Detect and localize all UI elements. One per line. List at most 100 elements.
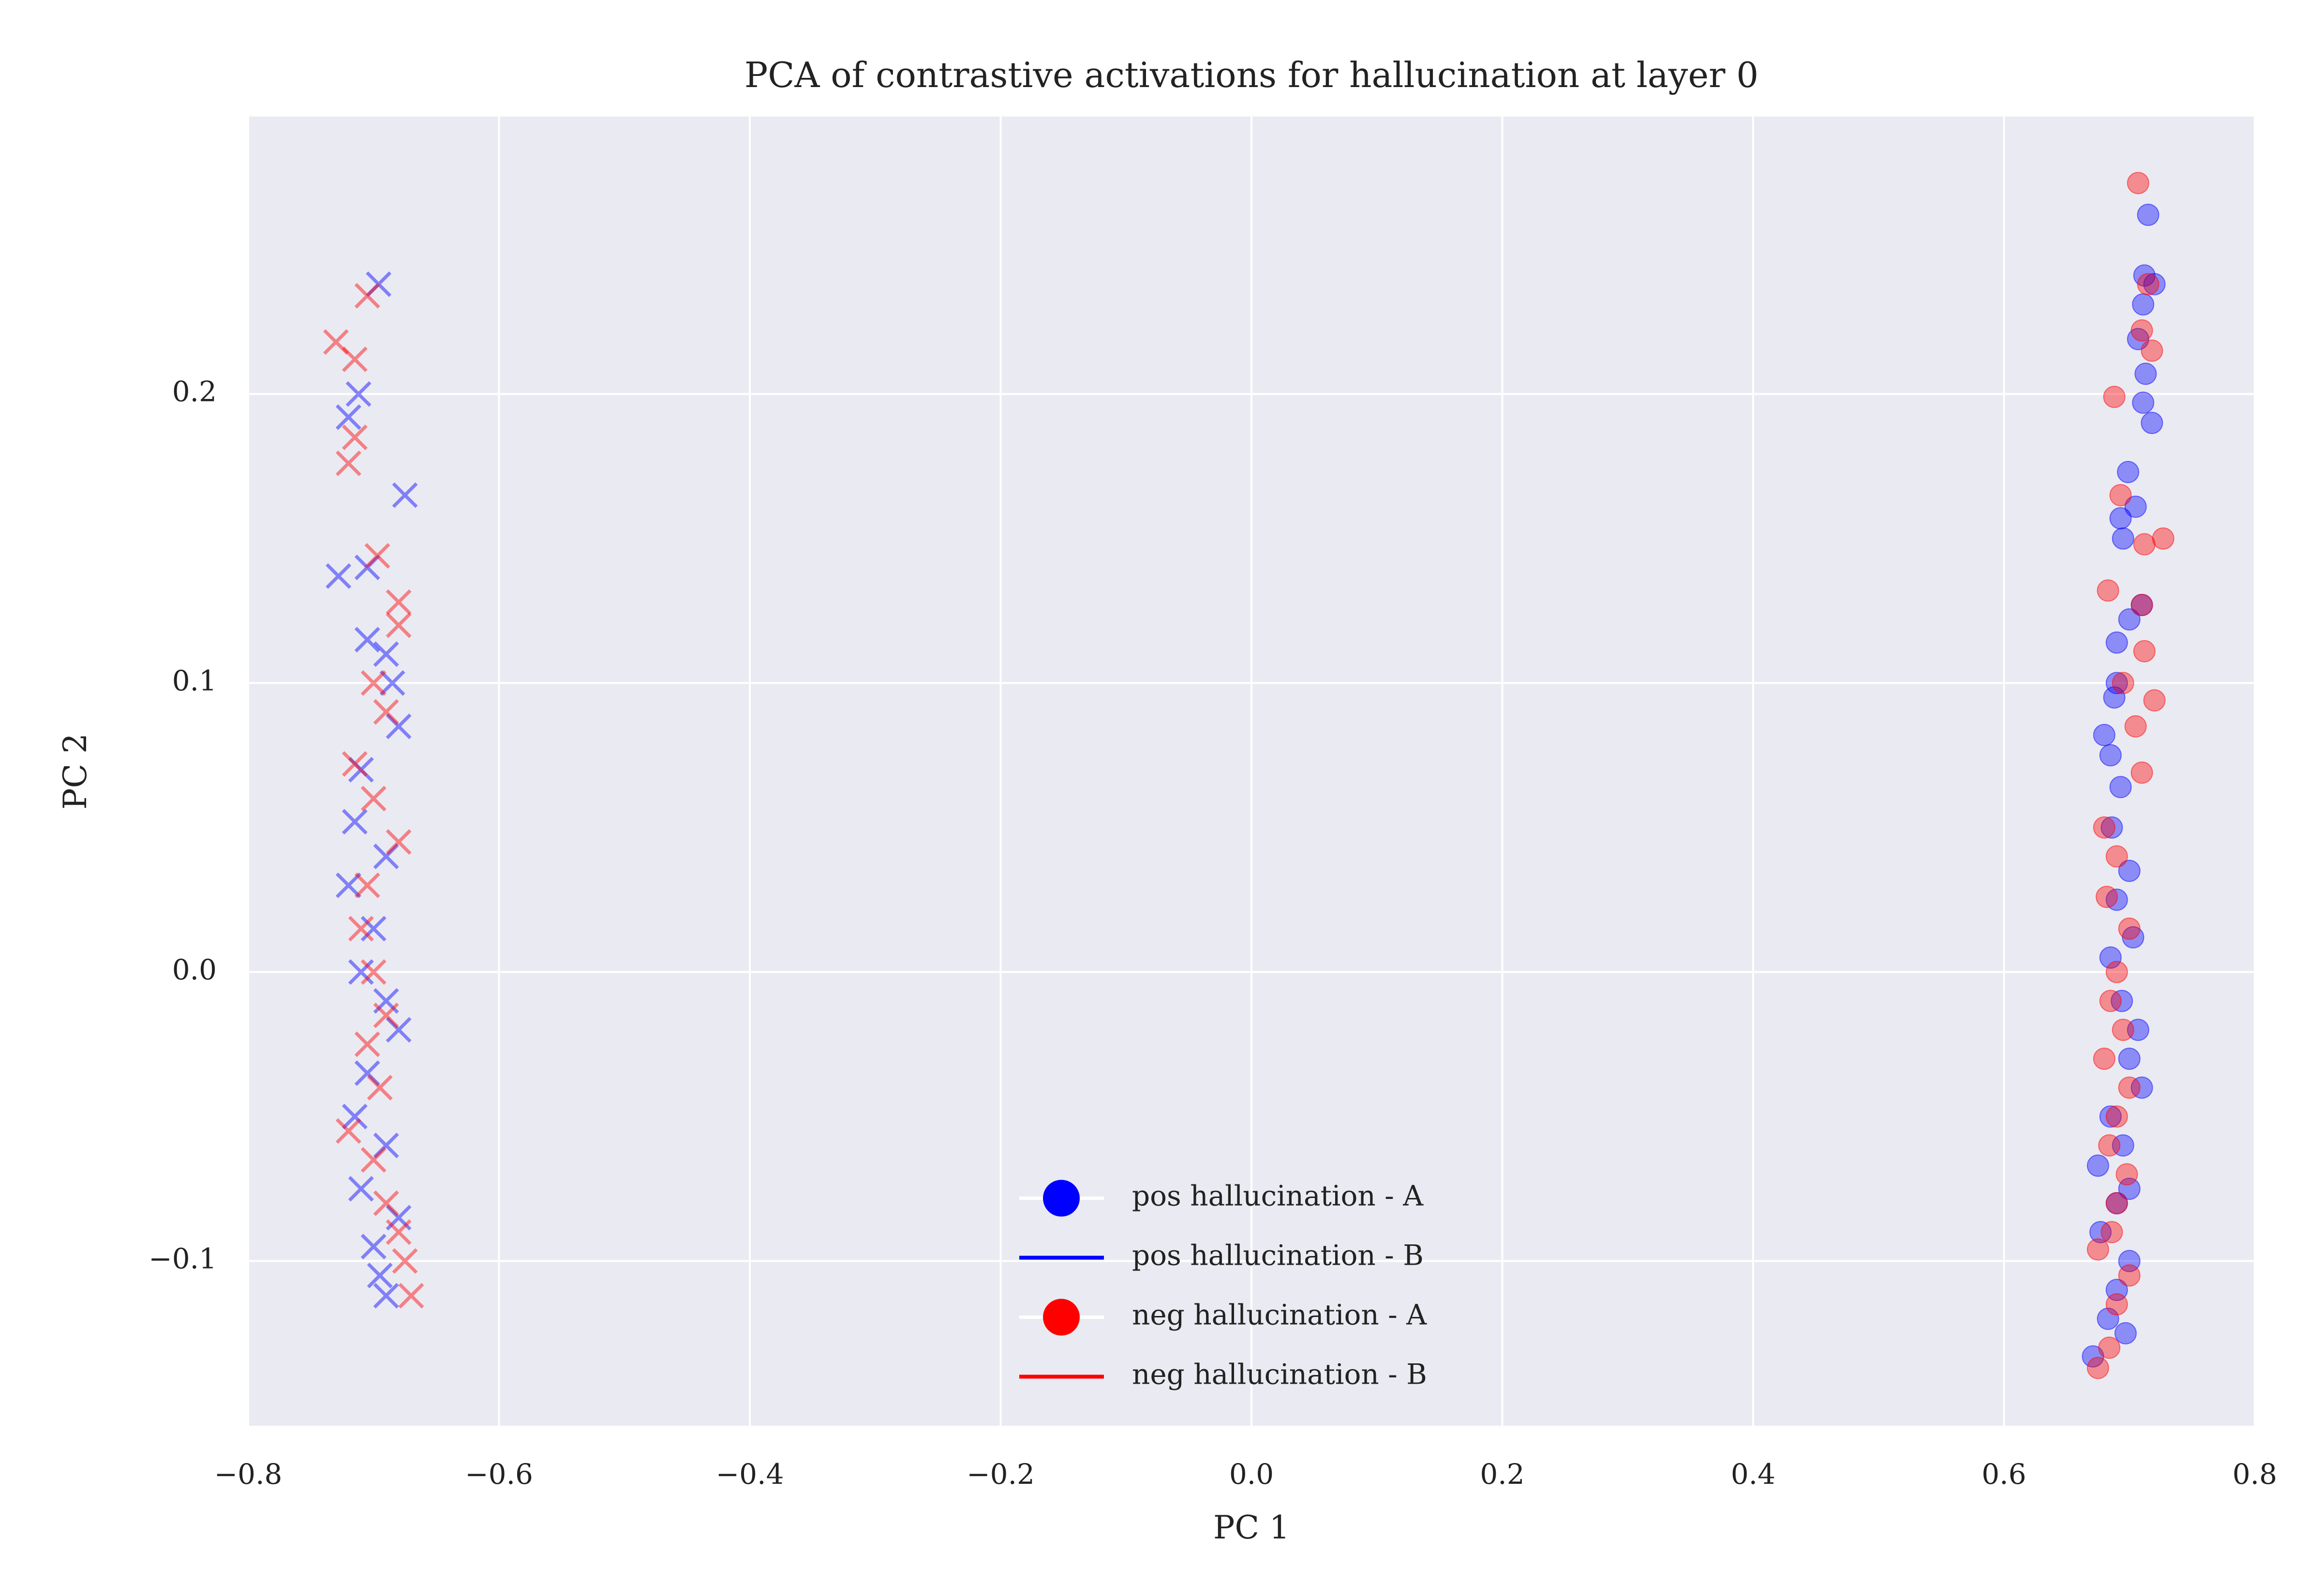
point xyxy=(354,1060,380,1086)
point xyxy=(342,346,368,372)
point xyxy=(398,1283,424,1309)
point xyxy=(386,612,412,638)
point xyxy=(2112,1134,2134,1157)
point xyxy=(2118,608,2141,631)
point xyxy=(2098,1336,2121,1359)
point xyxy=(2118,1048,2141,1070)
point xyxy=(360,785,387,812)
point xyxy=(2130,1076,2153,1099)
point xyxy=(386,713,412,739)
point xyxy=(345,381,372,407)
point xyxy=(386,589,412,615)
point xyxy=(2086,1357,2109,1379)
point xyxy=(2100,1221,2123,1243)
point xyxy=(2105,1192,2128,1214)
point xyxy=(2143,689,2166,712)
point xyxy=(2097,579,2119,602)
point xyxy=(2133,640,2156,663)
point xyxy=(2141,340,2163,362)
point xyxy=(373,1283,399,1309)
point xyxy=(2134,362,2157,385)
point xyxy=(2137,273,2159,296)
point xyxy=(2130,761,2153,784)
point xyxy=(354,1031,380,1057)
point xyxy=(2124,715,2147,738)
point xyxy=(2086,1238,2109,1261)
point xyxy=(2152,527,2174,550)
point xyxy=(354,283,380,309)
point xyxy=(2093,724,2115,746)
point xyxy=(342,751,368,777)
point xyxy=(392,1248,418,1274)
point xyxy=(2099,946,2122,969)
point xyxy=(2130,319,2153,342)
point xyxy=(323,329,349,355)
x-tick-label: −0.8 xyxy=(214,1458,283,1491)
point xyxy=(2137,204,2159,226)
point xyxy=(2099,744,2122,767)
legend-label: pos hallucination - A xyxy=(1132,1180,1424,1212)
point xyxy=(348,1176,374,1202)
point xyxy=(2093,1048,2115,1070)
point xyxy=(2105,845,2128,868)
point xyxy=(360,959,387,985)
x-axis-label: PC 1 xyxy=(1213,1509,1290,1546)
point xyxy=(379,670,405,696)
legend-marker xyxy=(1043,1180,1080,1217)
point xyxy=(2089,1221,2112,1243)
point xyxy=(2132,293,2155,316)
point xyxy=(2086,1154,2109,1177)
point xyxy=(2118,1264,2141,1287)
point xyxy=(2118,917,2141,940)
point xyxy=(360,1234,387,1259)
legend-label: pos hallucination - B xyxy=(1132,1239,1424,1272)
point xyxy=(2130,593,2153,616)
point xyxy=(2114,1322,2137,1345)
point xyxy=(373,641,399,667)
point xyxy=(2105,1293,2128,1316)
point xyxy=(373,988,399,1014)
point xyxy=(2118,1076,2141,1099)
y-tick-label: 0.2 xyxy=(172,375,217,408)
point xyxy=(2124,495,2147,518)
point xyxy=(342,424,368,450)
legend-label: neg hallucination - B xyxy=(1132,1358,1427,1391)
point xyxy=(2112,1019,2134,1041)
point xyxy=(2105,631,2128,654)
point xyxy=(2117,461,2140,484)
point xyxy=(348,757,374,783)
x-tick-label: 0.8 xyxy=(2233,1458,2277,1491)
point xyxy=(335,1118,361,1144)
point xyxy=(342,809,368,835)
point xyxy=(326,563,352,589)
point xyxy=(342,1104,368,1130)
point xyxy=(2097,1307,2119,1330)
point xyxy=(2118,1177,2141,1200)
point xyxy=(2115,1163,2138,1186)
point xyxy=(2112,672,2134,695)
legend-marker xyxy=(1043,1299,1080,1336)
x-tick-label: −0.2 xyxy=(967,1458,1035,1491)
grid xyxy=(247,117,2256,1426)
point xyxy=(367,1075,393,1101)
point xyxy=(2105,672,2128,695)
point xyxy=(2098,1134,2121,1157)
point xyxy=(373,1002,399,1028)
point xyxy=(2109,484,2132,506)
point xyxy=(2109,776,2132,798)
point xyxy=(373,1190,399,1216)
point xyxy=(373,843,399,870)
y-tick-label: 0.1 xyxy=(172,664,217,697)
y-tick-label: 0.0 xyxy=(172,953,217,986)
point xyxy=(2105,961,2128,983)
x-tick-label: −0.6 xyxy=(465,1458,533,1491)
point xyxy=(360,916,387,942)
point xyxy=(364,543,390,569)
point xyxy=(2103,686,2126,709)
point xyxy=(335,404,361,430)
point xyxy=(348,959,374,985)
point xyxy=(354,554,380,580)
point xyxy=(2096,886,2118,908)
